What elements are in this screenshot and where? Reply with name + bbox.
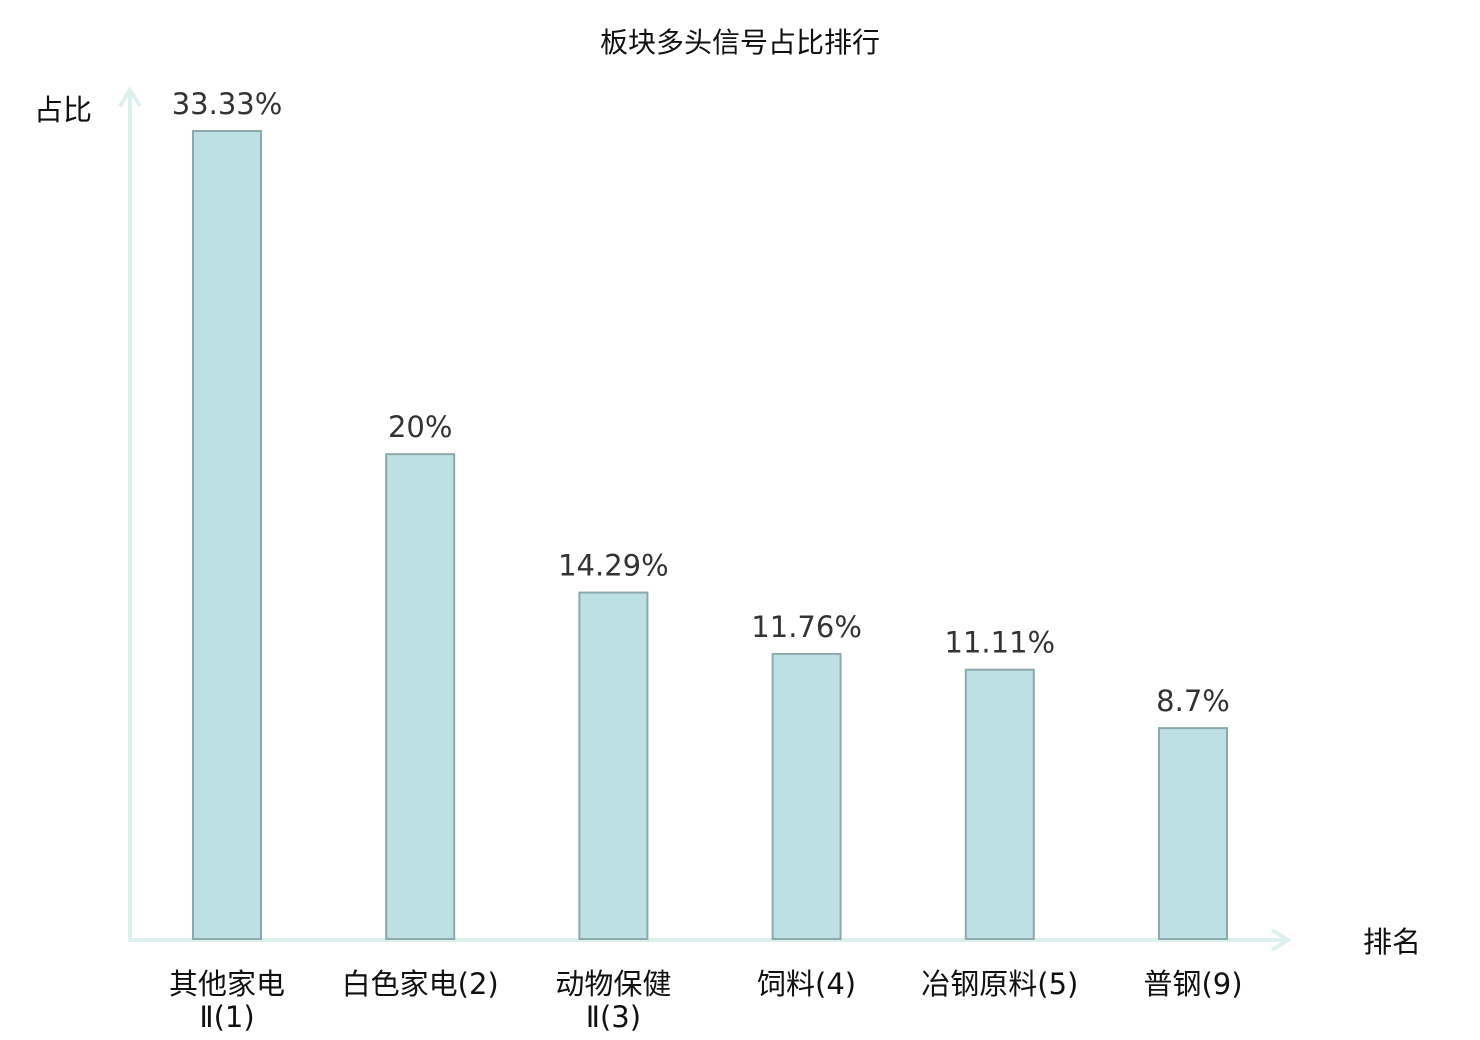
value-label: 8.7%: [1156, 684, 1230, 718]
bar: [964, 668, 1035, 941]
category-label: 白色家电(2): [342, 967, 499, 1001]
x-axis: [128, 928, 1292, 952]
value-label: 11.11%: [945, 626, 1056, 660]
bar: [192, 130, 262, 940]
y-axis: [118, 86, 142, 940]
value-label: 33.33%: [172, 87, 283, 121]
bar: [578, 591, 649, 940]
value-label: 11.76%: [751, 610, 862, 644]
bar: [1158, 727, 1228, 940]
category-label: 冶钢原料(5): [921, 967, 1078, 1001]
value-label: 20%: [388, 410, 452, 444]
y-axis-label: 占比: [34, 93, 92, 127]
category-label: Ⅱ(1): [199, 1000, 254, 1034]
x-axis-label: 排名: [1363, 925, 1421, 959]
category-label: 饲料(4): [757, 967, 856, 1001]
bar: [385, 453, 456, 940]
value-label: 14.29%: [558, 549, 669, 583]
category-label: 动物保健: [555, 967, 671, 1001]
chart-title: 板块多头信号占比排行: [600, 26, 880, 59]
category-label: 其他家电: [169, 967, 285, 1001]
category-label: Ⅱ(3): [586, 1000, 641, 1034]
bar: [771, 652, 842, 941]
category-label: 普钢(9): [1143, 967, 1242, 1001]
